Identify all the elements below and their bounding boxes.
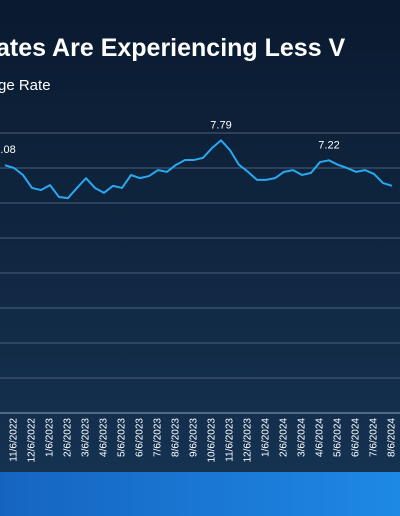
x-tick-label: 4/6/2024 bbox=[315, 418, 326, 457]
x-tick-label: 7/6/2024 bbox=[369, 418, 380, 457]
x-tick-label: 12/6/2023 bbox=[243, 418, 254, 463]
x-tick-label: 12/6/2022 bbox=[27, 418, 38, 463]
footer-band bbox=[0, 472, 400, 516]
x-tick-label: 4/6/2023 bbox=[99, 418, 110, 457]
x-tick-label: 11/6/2023 bbox=[225, 418, 236, 462]
chart-title: ates Are Experiencing Less V bbox=[0, 34, 346, 62]
x-tick-label: 5/6/2024 bbox=[333, 418, 344, 457]
x-tick-label: 2/6/2023 bbox=[63, 418, 74, 457]
x-tick-label: 2/6/2024 bbox=[279, 418, 290, 457]
x-tick-label: 3/6/2024 bbox=[297, 418, 308, 457]
line-series bbox=[4, 139, 393, 200]
x-tick-label: 5/6/2023 bbox=[117, 418, 128, 457]
x-tick-label: 8/6/2024 bbox=[387, 418, 398, 457]
x-tick-label: 6/6/2023 bbox=[135, 418, 146, 457]
data-label: 7.79 bbox=[210, 119, 231, 131]
x-tick-label: 3/6/2023 bbox=[81, 418, 92, 457]
data-label: 7.08 bbox=[0, 144, 16, 156]
x-tick-label: 10/6/2023 bbox=[207, 418, 218, 463]
x-tick-label: 7/6/2023 bbox=[153, 418, 164, 457]
x-tick-label: 9/6/2023 bbox=[189, 418, 200, 457]
chart-subtitle: ge Rate bbox=[0, 77, 51, 94]
x-tick-label: 8/6/2023 bbox=[171, 418, 182, 457]
x-tick-label: 1/6/2024 bbox=[261, 418, 272, 457]
x-tick-label: 1/6/2023 bbox=[45, 418, 56, 457]
x-tick-label: 6/6/2024 bbox=[351, 418, 362, 457]
data-label: 7.22 bbox=[318, 139, 339, 151]
x-tick-label: 11/6/2022 bbox=[9, 418, 20, 462]
